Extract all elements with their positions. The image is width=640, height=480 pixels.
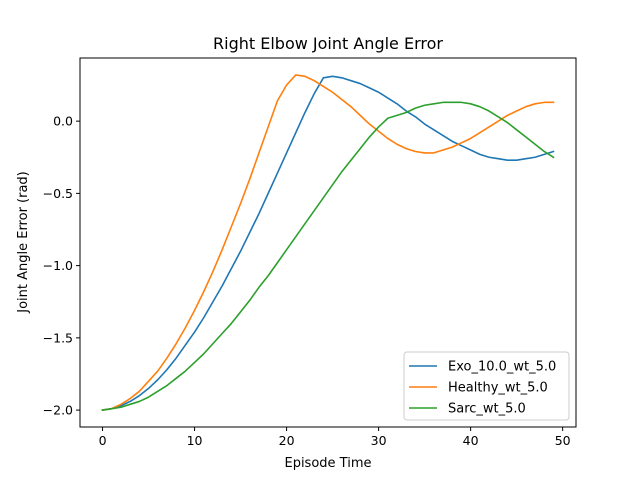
x-tick-label: 0 bbox=[99, 433, 107, 448]
y-tick-label: 0.0 bbox=[53, 114, 73, 129]
y-tick-label: −0.5 bbox=[43, 186, 73, 201]
y-axis-label: Joint Angle Error (rad) bbox=[16, 171, 31, 314]
x-tick-label: 30 bbox=[371, 433, 387, 448]
y-tick-label: −2.0 bbox=[43, 403, 73, 418]
series-layer bbox=[101, 74, 555, 412]
x-tick-label: 40 bbox=[463, 433, 479, 448]
series-line-2 bbox=[101, 74, 555, 412]
chart-title: Right Elbow Joint Angle Error bbox=[213, 34, 443, 53]
y-tick-label: −1.5 bbox=[43, 330, 73, 345]
legend-label: Exo_10.0_wt_5.0 bbox=[448, 360, 556, 375]
legend-entries: Exo_10.0_wt_5.0 Healthy_wt_5.0 Sarc_wt_5.0 bbox=[409, 360, 556, 417]
x-tick-label: 20 bbox=[279, 433, 295, 448]
x-tick-label: 10 bbox=[187, 433, 203, 448]
legend-box bbox=[403, 351, 570, 421]
series-line-3 bbox=[101, 101, 555, 412]
legend-label: Sarc_wt_5.0 bbox=[448, 402, 526, 417]
x-axis-label: Episode Time bbox=[284, 456, 371, 471]
x-tick-label: 50 bbox=[555, 433, 571, 448]
tick-layer: 0 10 20 30 40 50 −2.0 −1.5 −1.0 −0.5 0.0 bbox=[43, 114, 571, 448]
y-tick-label: −1.0 bbox=[43, 258, 73, 273]
legend: Exo_10.0_wt_5.0 Healthy_wt_5.0 Sarc_wt_5.0 bbox=[403, 351, 570, 421]
plot-frame bbox=[79, 57, 577, 428]
series-line-1 bbox=[101, 75, 555, 412]
legend-label: Healthy_wt_5.0 bbox=[448, 381, 548, 396]
